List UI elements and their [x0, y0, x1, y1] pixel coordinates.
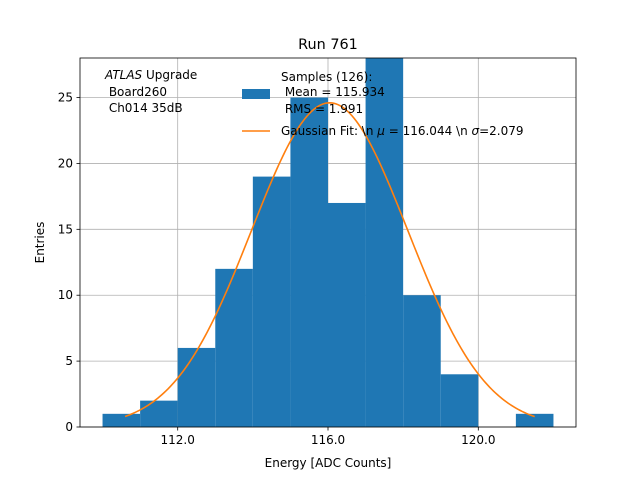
axis-ticks: 112.0 116.0 120.0 0 5 10 15 20 25 — [58, 91, 496, 447]
histogram-bar — [177, 347, 216, 427]
y-tick-label: 0 — [65, 420, 73, 434]
histogram-bar — [365, 58, 404, 427]
histogram-bar — [403, 295, 441, 427]
legend-samples-label: Samples (126): — [281, 70, 372, 84]
annotation-board: Board260 — [105, 85, 167, 99]
histogram-bar — [252, 176, 291, 427]
histogram-bars — [102, 58, 554, 428]
histogram-bar — [328, 202, 366, 427]
legend-histogram-swatch — [242, 89, 270, 99]
gaussian-fit — [124, 102, 535, 418]
y-tick-label: 5 — [65, 354, 73, 368]
legend-fit-label: Gaussian Fit: \n μ = 116.044 \n σ=2.079 — [281, 124, 524, 138]
atlas-label: ATLAS — [104, 68, 143, 82]
annotation-line-1: ATLAS Upgrade — [104, 68, 197, 82]
y-tick-label: 20 — [58, 156, 73, 170]
histogram-bar — [140, 400, 178, 427]
legend: Samples (126): Mean = 115.934 RMS = 1.99… — [242, 70, 524, 138]
y-tick-label: 10 — [58, 288, 73, 302]
histogram-bar — [515, 413, 554, 427]
y-axis-label: Entries — [33, 222, 47, 264]
y-tick-label: 15 — [58, 222, 73, 236]
legend-rms-label: RMS = 1.991 — [281, 102, 363, 116]
x-tick-label: 112.0 — [161, 433, 195, 447]
y-tick-label: 25 — [58, 91, 73, 105]
histogram-bar — [440, 374, 479, 427]
legend-mean-label: Mean = 115.934 — [281, 85, 385, 99]
histogram-bar — [215, 268, 253, 427]
x-axis-label: Energy [ADC Counts] — [265, 456, 392, 470]
histogram-bar — [290, 97, 328, 428]
annotation-channel: Ch014 35dB — [105, 101, 183, 115]
gaussian-fit-curve — [124, 102, 535, 418]
x-tick-label: 120.0 — [461, 433, 495, 447]
atlas-annotation: ATLAS Upgrade Board260 Ch014 35dB — [104, 68, 197, 115]
histogram-bar — [102, 413, 141, 427]
x-tick-label: 116.0 — [311, 433, 345, 447]
upgrade-label: Upgrade — [142, 68, 197, 82]
chart-title: Run 761 — [298, 37, 358, 53]
